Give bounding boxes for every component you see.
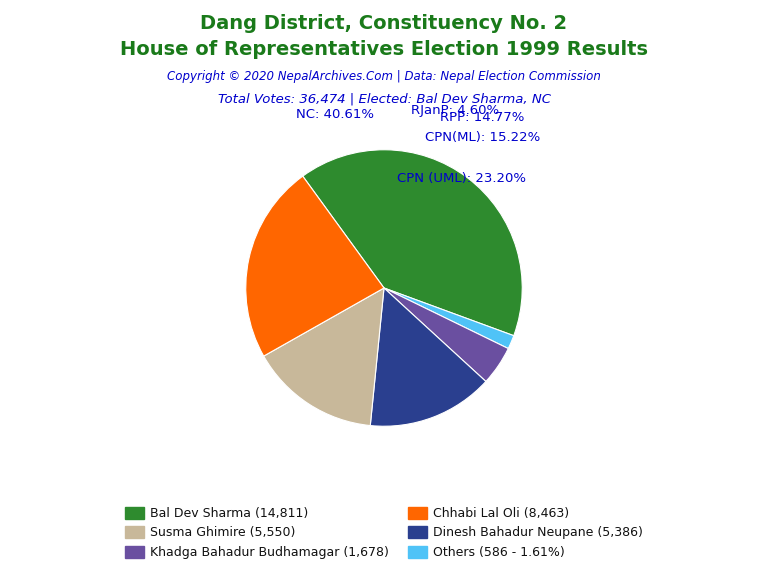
Wedge shape [370,288,486,426]
Wedge shape [246,176,384,356]
Legend: Bal Dev Sharma (14,811), Susma Ghimire (5,550), Khadga Bahadur Budhamagar (1,678: Bal Dev Sharma (14,811), Susma Ghimire (… [121,502,647,564]
Text: House of Representatives Election 1999 Results: House of Representatives Election 1999 R… [120,40,648,59]
Text: RJanP: 4.60%: RJanP: 4.60% [411,104,498,117]
Text: Copyright © 2020 NepalArchives.Com | Data: Nepal Election Commission: Copyright © 2020 NepalArchives.Com | Dat… [167,70,601,84]
Text: CPN(ML): 15.22%: CPN(ML): 15.22% [425,131,540,144]
Text: RPP: 14.77%: RPP: 14.77% [440,111,525,124]
Wedge shape [303,150,522,336]
Text: CPN (UML): 23.20%: CPN (UML): 23.20% [397,172,526,185]
Text: Total Votes: 36,474 | Elected: Bal Dev Sharma, NC: Total Votes: 36,474 | Elected: Bal Dev S… [217,92,551,105]
Text: Dang District, Constituency No. 2: Dang District, Constituency No. 2 [200,14,568,33]
Text: NC: 40.61%: NC: 40.61% [296,108,374,122]
Wedge shape [263,288,384,426]
Wedge shape [384,288,508,381]
Wedge shape [384,288,514,348]
